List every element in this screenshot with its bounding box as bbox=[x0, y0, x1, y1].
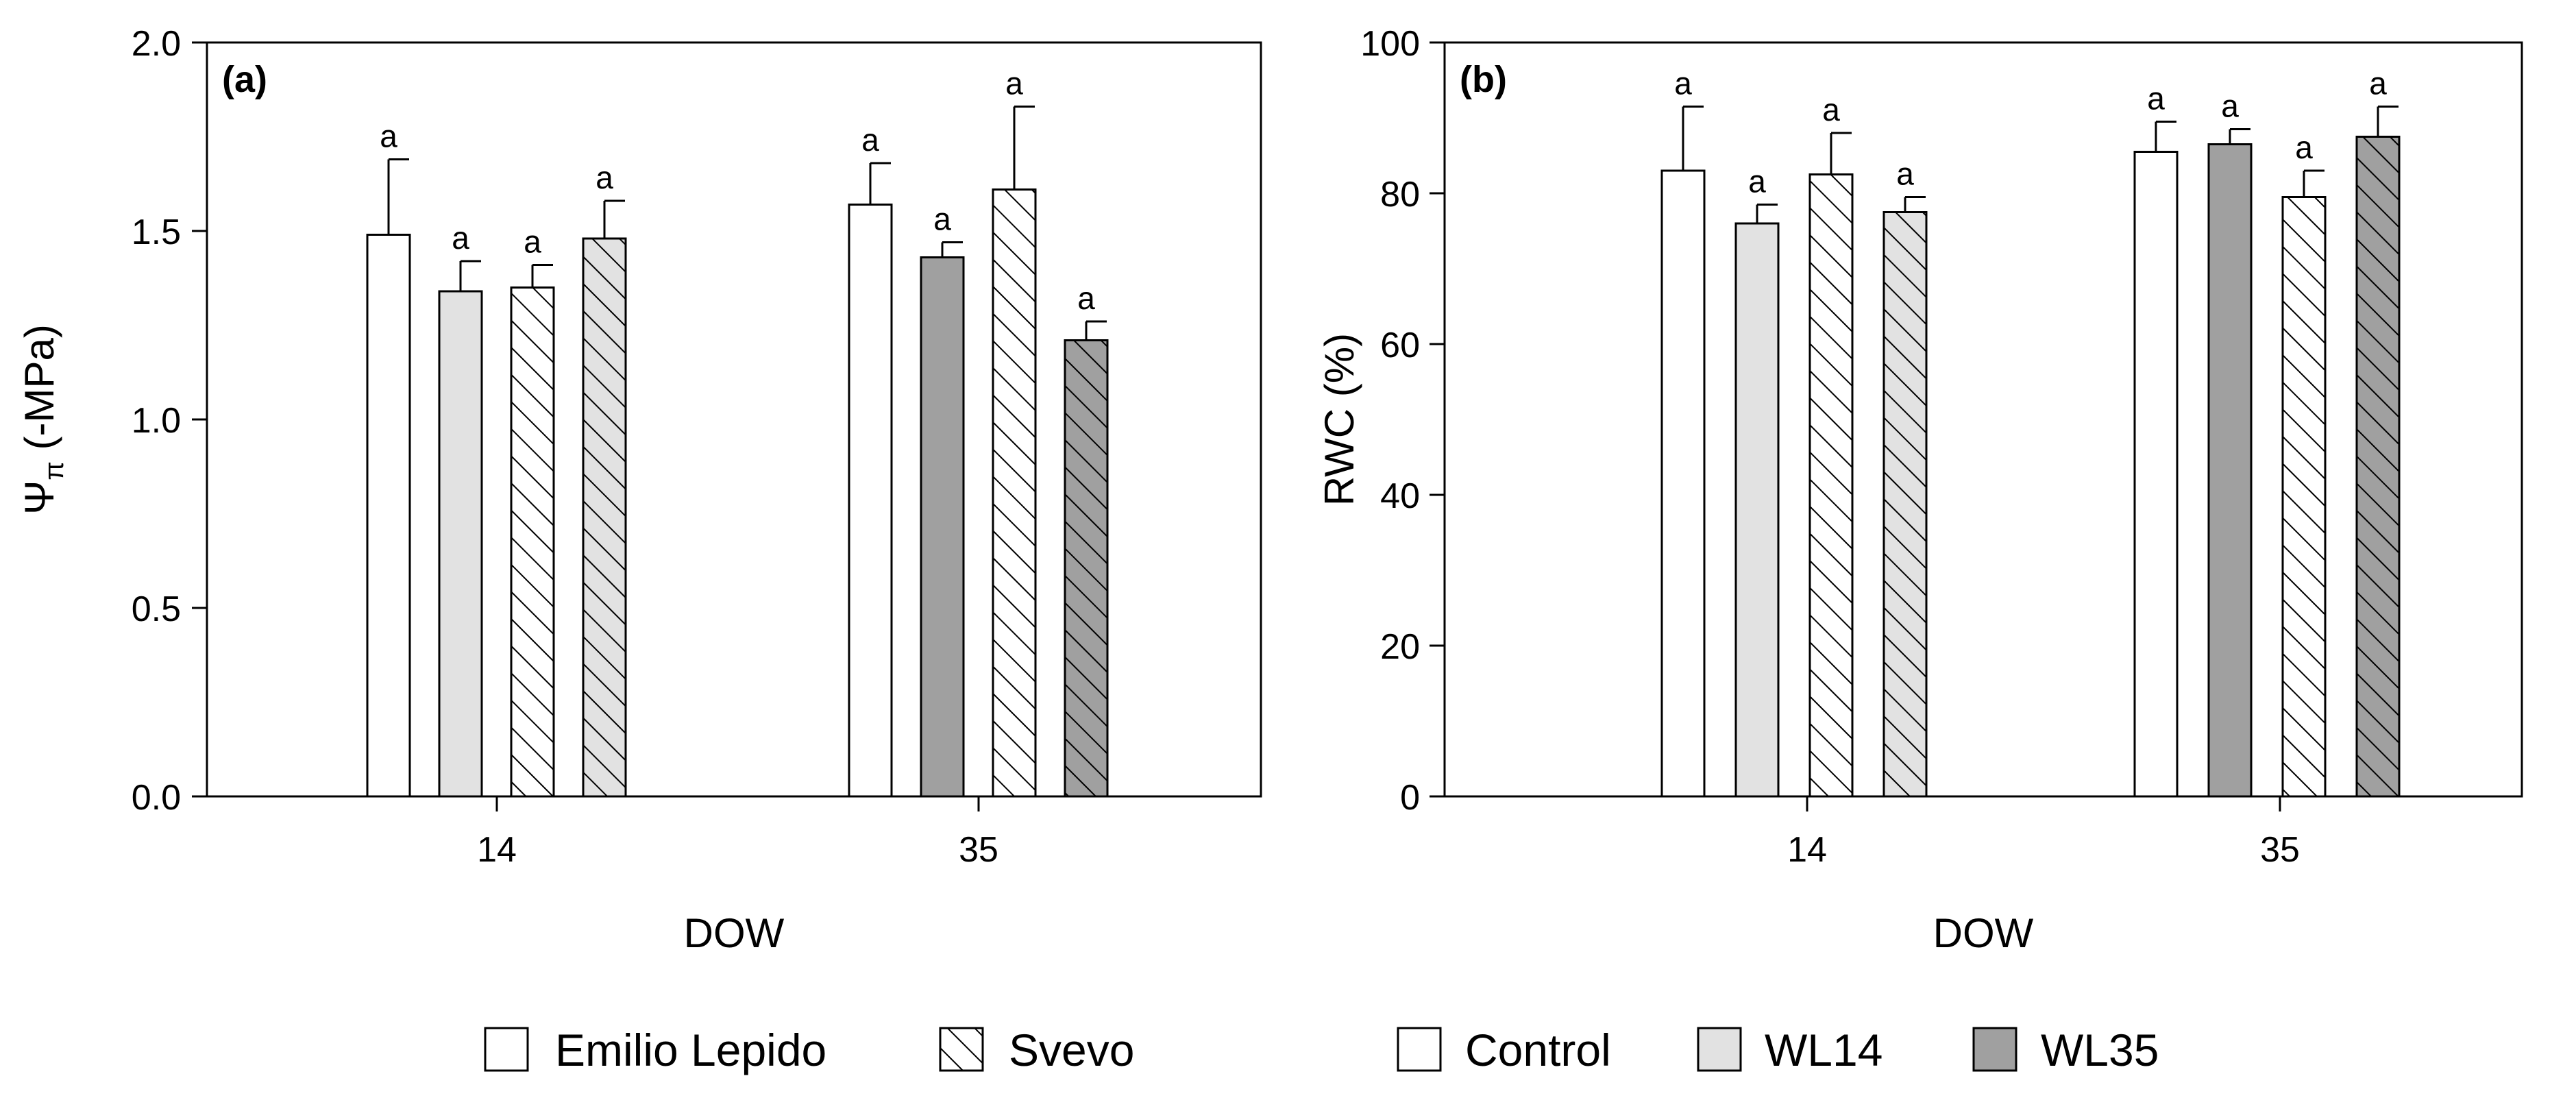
y-tick-label: 80 bbox=[1380, 175, 1420, 215]
bar-b-35-svevo-wl35-significance-letter: a bbox=[2369, 66, 2387, 101]
panel-b-x-axis: 14 35 bbox=[1787, 796, 2300, 870]
legend-label-wl35: WL35 bbox=[2041, 1025, 2159, 1075]
bar-a-14-svevo-control-significance-letter: a bbox=[524, 224, 541, 260]
bar-a-35-emilio-lepido-wl35 bbox=[920, 256, 965, 798]
panel-a-label: (a) bbox=[222, 59, 267, 100]
bar-b-14-svevo-wl14-significance-letter: a bbox=[1896, 156, 1914, 192]
legend-swatch-wl35 bbox=[1972, 1027, 2017, 1072]
bar-a-14-emilio-lepido-wl14-significance-letter: a bbox=[452, 220, 469, 256]
panel-a-osmotic-potential: 0.0 0.5 1.0 1.5 2.0 a a a a a a a a 14 35 (a) DOW Ψπ… bbox=[16, 24, 1262, 956]
bar-b-35-emilio-lepido-wl35-significance-letter: a bbox=[2221, 88, 2239, 124]
panel-a-x-title: DOW bbox=[684, 910, 785, 956]
bar-a-14-svevo-wl14 bbox=[582, 237, 627, 798]
legend-label-svevo: Svevo bbox=[1009, 1025, 1134, 1075]
y-tick-label: 0 bbox=[1400, 778, 1420, 818]
bar-a-35-emilio-lepido-wl35-significance-letter: a bbox=[933, 202, 951, 237]
bar-a-35-svevo-wl35-significance-letter: a bbox=[1077, 280, 1095, 316]
legend-treatments: Control WL14 WL35 bbox=[1397, 1025, 2159, 1075]
y-tick-label: 40 bbox=[1380, 476, 1420, 516]
bar-b-35-emilio-lepido-control bbox=[2133, 151, 2179, 798]
bar-a-35-svevo-wl35 bbox=[1064, 339, 1109, 798]
x-tick-label-14: 14 bbox=[477, 830, 517, 870]
bar-b-14-svevo-wl14 bbox=[1882, 211, 1928, 798]
x-tick-label-35: 35 bbox=[959, 830, 998, 870]
panel-b-relative-water-content: 0 20 40 60 80 100 a a a a a a a a 14 35 (b) DOW RWC (… bbox=[1316, 24, 2523, 956]
bar-b-35-emilio-lepido-control-significance-letter: a bbox=[2147, 81, 2165, 117]
legend-label-emilio-lepido: Emilio Lepido bbox=[555, 1025, 826, 1075]
y-tick-label: 1.5 bbox=[132, 212, 181, 252]
bar-b-14-emilio-lepido-control bbox=[1660, 169, 1706, 798]
legend-label-wl14: WL14 bbox=[1765, 1025, 1882, 1075]
panel-b-bars: a a a a a a a a bbox=[1660, 66, 2401, 798]
bar-b-35-svevo-control bbox=[2281, 196, 2327, 798]
bar-a-14-emilio-lepido-control-significance-letter: a bbox=[380, 119, 397, 154]
panel-a-bars: a a a a a a a a bbox=[366, 66, 1109, 798]
y-tick-label: 2.0 bbox=[132, 24, 181, 64]
bar-a-35-svevo-control-significance-letter: a bbox=[1005, 66, 1023, 101]
panel-a-y-axis: 0.0 0.5 1.0 1.5 2.0 bbox=[132, 24, 207, 818]
panel-a-y-title-symbol: Ψ bbox=[16, 480, 62, 515]
bar-b-35-emilio-lepido-wl35 bbox=[2207, 143, 2253, 798]
legend-cultivars: Emilio Lepido Svevo bbox=[484, 1025, 1134, 1075]
legend-label-control: Control bbox=[1465, 1025, 1611, 1075]
panel-b-frame bbox=[1443, 41, 2523, 798]
legend-swatch-wl14 bbox=[1697, 1027, 1742, 1072]
y-tick-label: 60 bbox=[1380, 326, 1420, 365]
bar-a-35-svevo-control bbox=[992, 188, 1037, 798]
legend-swatch-control bbox=[1397, 1027, 1442, 1072]
legend-swatch-svevo bbox=[939, 1027, 984, 1072]
panel-a-y-title: Ψπ (-MPa) bbox=[16, 324, 69, 515]
bar-b-35-svevo-wl35 bbox=[2355, 136, 2401, 798]
bar-a-14-svevo-wl14-significance-letter: a bbox=[596, 160, 613, 195]
panel-b-y-axis: 0 20 40 60 80 100 bbox=[1360, 24, 1445, 818]
legend-swatch-emilio-lepido bbox=[484, 1027, 529, 1072]
y-tick-label: 1.0 bbox=[132, 401, 181, 441]
panel-a-y-title-unit: (-MPa) bbox=[16, 324, 62, 461]
y-tick-label: 20 bbox=[1380, 627, 1420, 667]
bar-b-14-svevo-control-significance-letter: a bbox=[1822, 92, 1840, 127]
panel-a-frame bbox=[206, 41, 1262, 798]
bar-b-14-emilio-lepido-wl14-significance-letter: a bbox=[1748, 164, 1766, 199]
bar-a-35-emilio-lepido-control-significance-letter: a bbox=[861, 122, 879, 158]
y-tick-label: 100 bbox=[1360, 24, 1420, 64]
bar-b-35-svevo-control-significance-letter: a bbox=[2295, 130, 2313, 165]
bar-b-14-emilio-lepido-wl14 bbox=[1734, 222, 1780, 798]
panel-b-x-title: DOW bbox=[1933, 910, 2034, 956]
bar-a-14-emilio-lepido-wl14 bbox=[438, 290, 483, 798]
panel-b-y-title: RWC (%) bbox=[1316, 333, 1362, 506]
y-tick-label: 0.5 bbox=[132, 589, 181, 629]
panel-b-label: (b) bbox=[1460, 59, 1507, 100]
y-tick-label: 0.0 bbox=[132, 778, 181, 818]
bar-a-14-emilio-lepido-control bbox=[366, 234, 411, 798]
bar-b-14-emilio-lepido-control-significance-letter: a bbox=[1674, 66, 1692, 101]
bar-b-14-svevo-control bbox=[1808, 173, 1854, 798]
panel-a-x-axis: 14 35 bbox=[477, 796, 998, 870]
bar-a-14-svevo-control bbox=[510, 286, 555, 798]
x-tick-label-14: 14 bbox=[1787, 830, 1827, 870]
x-tick-label-35: 35 bbox=[2260, 830, 2300, 870]
bar-a-35-emilio-lepido-control bbox=[848, 204, 893, 798]
panel-a-y-title-subscript: π bbox=[39, 461, 69, 480]
